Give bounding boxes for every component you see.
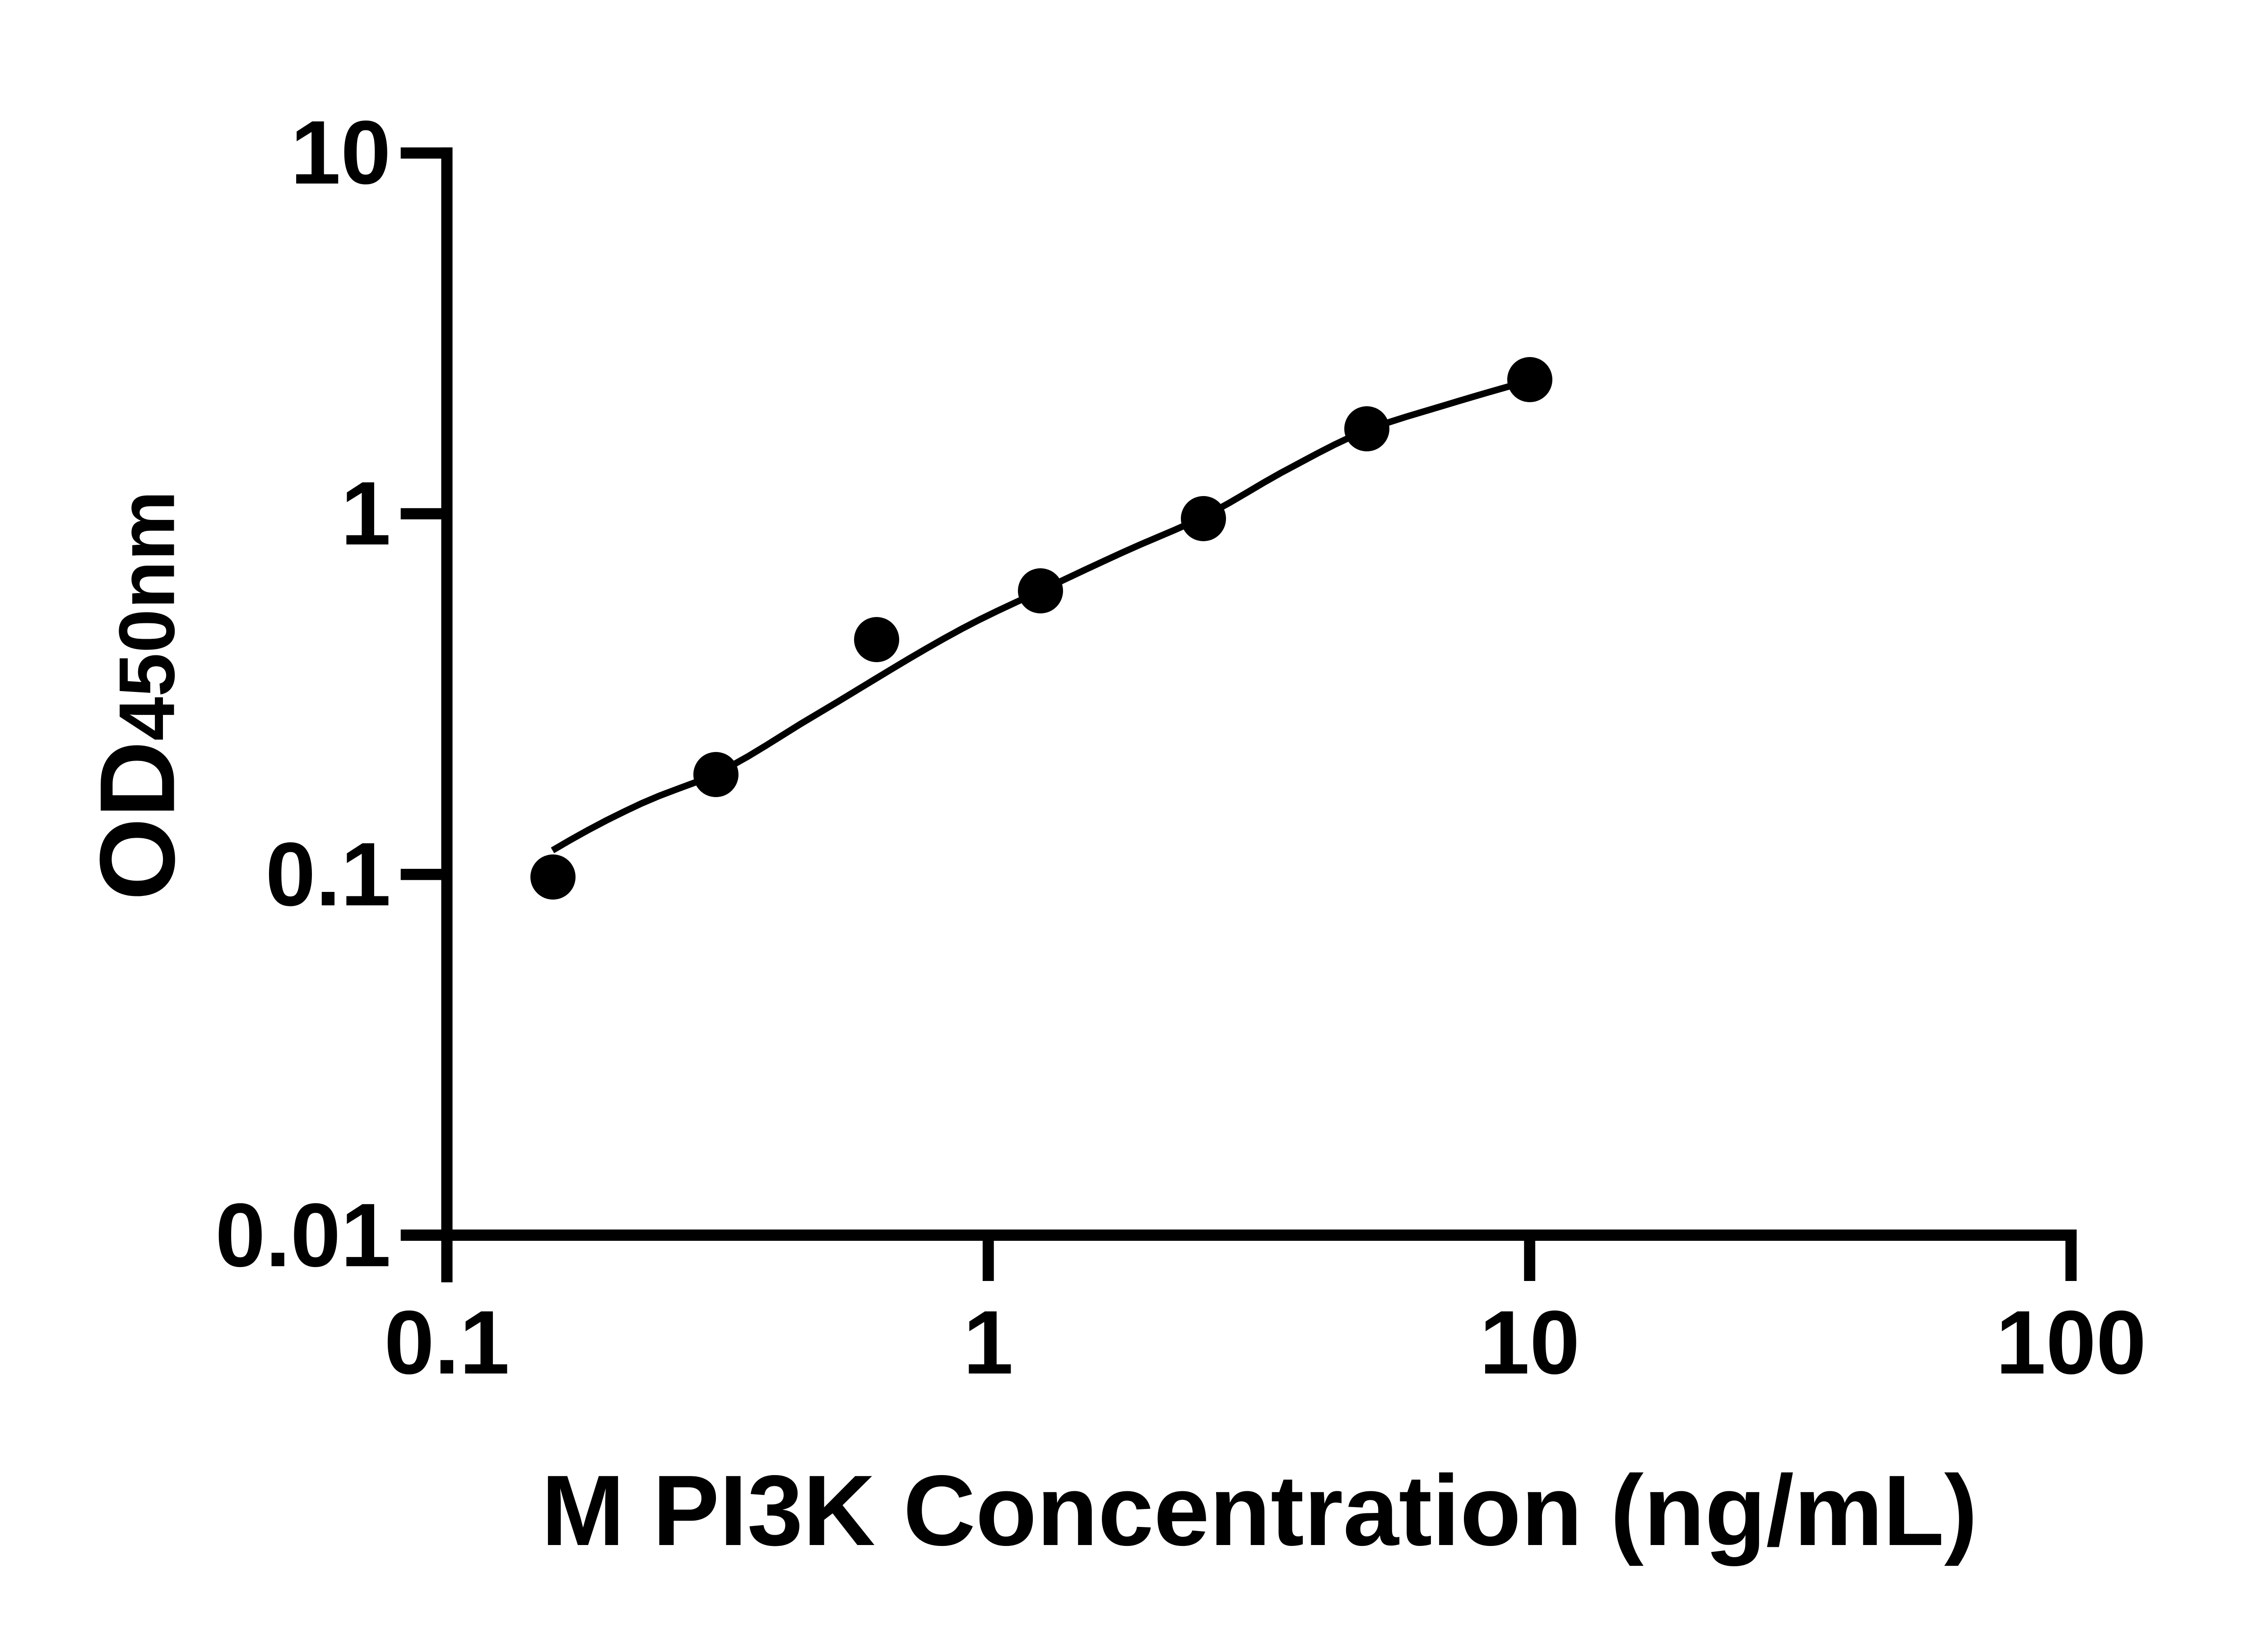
svg-text:100: 100 xyxy=(1996,1292,2146,1393)
svg-text:1: 1 xyxy=(341,463,391,564)
svg-text:10: 10 xyxy=(291,102,391,203)
svg-text:0.1: 0.1 xyxy=(384,1292,510,1393)
svg-text:10: 10 xyxy=(1479,1292,1579,1393)
svg-text:OD450nm: OD450nm xyxy=(78,491,197,900)
svg-text:0.01: 0.01 xyxy=(215,1185,391,1285)
svg-text:1: 1 xyxy=(963,1292,1013,1393)
svg-text:M PI3K Concentration (ng/mL): M PI3K Concentration (ng/mL) xyxy=(541,1455,1978,1567)
svg-text:0.1: 0.1 xyxy=(265,824,391,925)
